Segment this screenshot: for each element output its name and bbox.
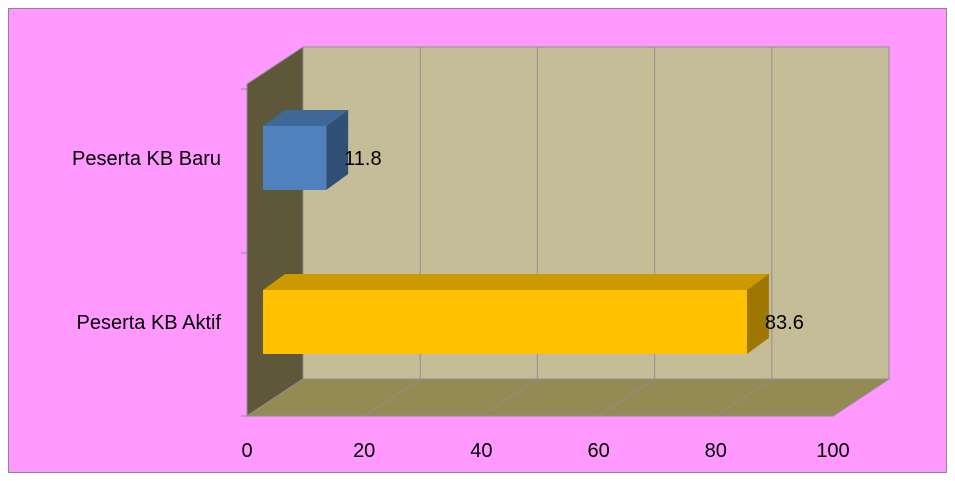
data-label: 11.8 [344, 148, 381, 170]
floor [245, 378, 891, 417]
labels: 0 20 40 60 80 100 11.8 Peserta KB Baru 83.6 Peser… [72, 148, 850, 462]
bar [263, 290, 747, 354]
x-tick-label: 0 [241, 440, 252, 462]
category-label: Peserta KB Aktif [76, 312, 221, 334]
chart-walls [245, 46, 891, 417]
gridline-floor [832, 378, 890, 417]
gridline-floor [598, 378, 655, 417]
x-tick-label: 40 [470, 440, 492, 462]
x-tick-label: 60 [587, 440, 609, 462]
chart-frame: 0 20 40 60 80 100 11.8 Peserta KB Baru 83.6 Peser… [8, 8, 947, 473]
gridline-floor [715, 378, 773, 417]
x-tick-label: 20 [353, 440, 375, 462]
data-label: 83.6 [765, 312, 804, 334]
value-axis [241, 88, 833, 417]
bar-side [326, 110, 349, 190]
gridline-floor [481, 378, 538, 417]
bar [263, 126, 327, 190]
category-label: Peserta KB Baru [72, 148, 221, 170]
gridline-floor [363, 378, 421, 417]
bar-top [263, 110, 349, 126]
side-wall [246, 46, 304, 417]
bar-side [746, 274, 769, 354]
bars [263, 110, 769, 354]
x-tick-label: 80 [705, 440, 727, 462]
x-tick-label: 100 [816, 440, 849, 462]
bar-top [263, 274, 769, 290]
bar-chart: 0 20 40 60 80 100 11.8 Peserta KB Baru 83.6 Peser… [72, 46, 891, 462]
